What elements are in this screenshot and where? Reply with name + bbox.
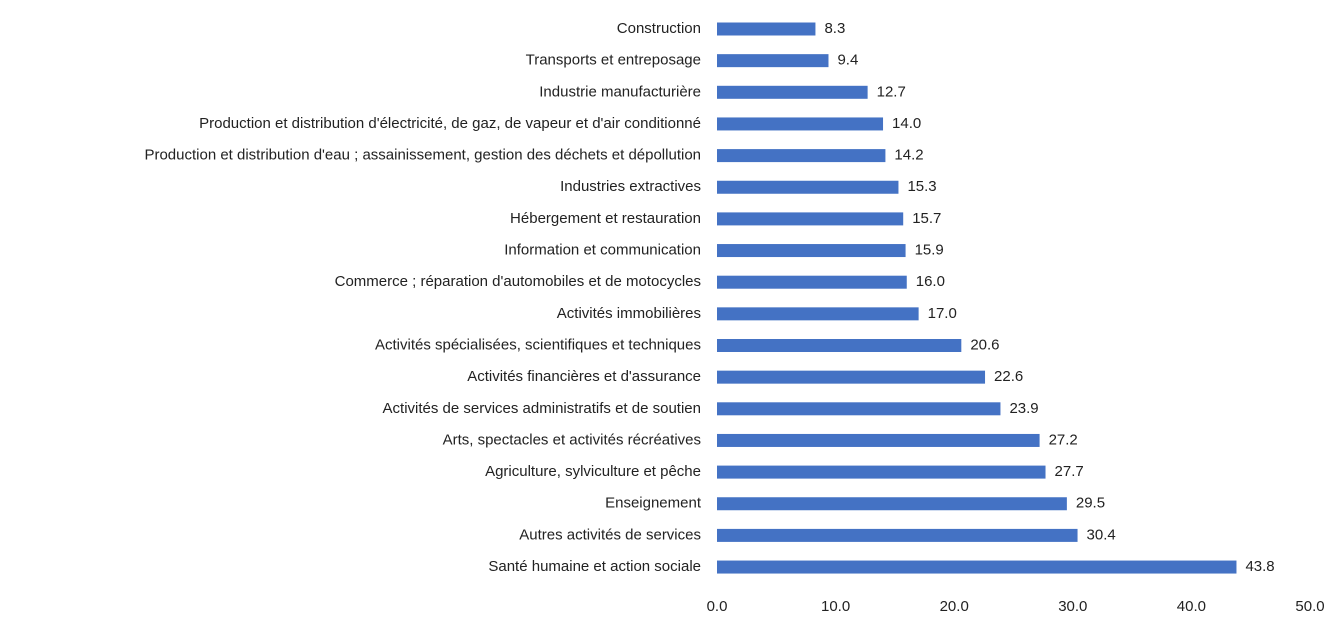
y-tick-label: Activités spécialisées, scientifiques et…	[375, 336, 701, 353]
value-label: 30.4	[1087, 526, 1116, 543]
bar	[717, 117, 884, 131]
x-tick-label: 30.0	[1058, 598, 1087, 615]
bar	[717, 465, 1046, 479]
value-label: 14.2	[894, 147, 923, 164]
value-label: 27.2	[1049, 431, 1078, 448]
y-tick-label: Autres activités de services	[519, 526, 701, 543]
bar	[717, 85, 868, 99]
bar	[717, 244, 906, 258]
bar	[717, 402, 1001, 416]
value-label: 29.5	[1076, 495, 1105, 512]
y-tick-label: Information et communication	[504, 242, 701, 259]
value-label: 17.0	[928, 305, 957, 322]
bar	[717, 180, 899, 194]
x-tick-label: 20.0	[940, 598, 969, 615]
y-tick-label: Commerce ; réparation d'automobiles et d…	[335, 273, 701, 290]
value-label: 15.9	[915, 242, 944, 259]
x-tick-label: 40.0	[1177, 598, 1206, 615]
bar	[717, 275, 907, 289]
value-label: 23.9	[1009, 400, 1038, 417]
bar	[717, 560, 1237, 574]
value-label: 9.4	[837, 52, 858, 69]
x-tick-label: 0.0	[707, 598, 728, 615]
bar	[717, 212, 904, 226]
bar	[717, 528, 1078, 542]
y-tick-label: Transports et entreposage	[526, 52, 701, 69]
y-tick-label: Industries extractives	[560, 178, 701, 195]
x-tick-label: 10.0	[821, 598, 850, 615]
y-tick-label: Activités de services administratifs et …	[383, 400, 701, 417]
y-tick-label: Activités immobilières	[557, 305, 701, 322]
bar	[717, 22, 816, 36]
bar	[717, 307, 919, 321]
value-label: 15.3	[907, 178, 936, 195]
x-tick-label: 50.0	[1295, 598, 1324, 615]
value-label: 14.0	[892, 115, 921, 132]
value-label: 15.7	[912, 210, 941, 227]
bar	[717, 149, 886, 163]
bar	[717, 54, 829, 68]
value-label: 16.0	[916, 273, 945, 290]
y-tick-label: Activités financières et d'assurance	[467, 368, 701, 385]
y-tick-label: Agriculture, sylviculture et pêche	[485, 463, 701, 480]
bar	[717, 339, 962, 352]
value-label: 20.6	[970, 336, 999, 353]
value-label: 8.3	[824, 20, 845, 37]
value-label: 27.7	[1055, 463, 1084, 480]
bar	[717, 497, 1067, 511]
y-tick-label: Construction	[617, 20, 701, 37]
value-label: 22.6	[994, 368, 1023, 385]
bar	[717, 433, 1040, 447]
y-tick-label: Arts, spectacles et activités récréative…	[443, 431, 701, 448]
bar	[717, 370, 986, 384]
y-tick-label: Enseignement	[605, 495, 702, 512]
y-tick-label: Hébergement et restauration	[510, 210, 701, 227]
y-tick-label: Production et distribution d'eau ; assai…	[144, 147, 701, 164]
value-label: 43.8	[1245, 558, 1274, 575]
y-tick-label: Production et distribution d'électricité…	[199, 115, 701, 132]
y-tick-label: Industrie manufacturière	[539, 83, 701, 100]
y-tick-label: Santé humaine et action sociale	[488, 558, 701, 575]
value-label: 12.7	[877, 83, 906, 100]
